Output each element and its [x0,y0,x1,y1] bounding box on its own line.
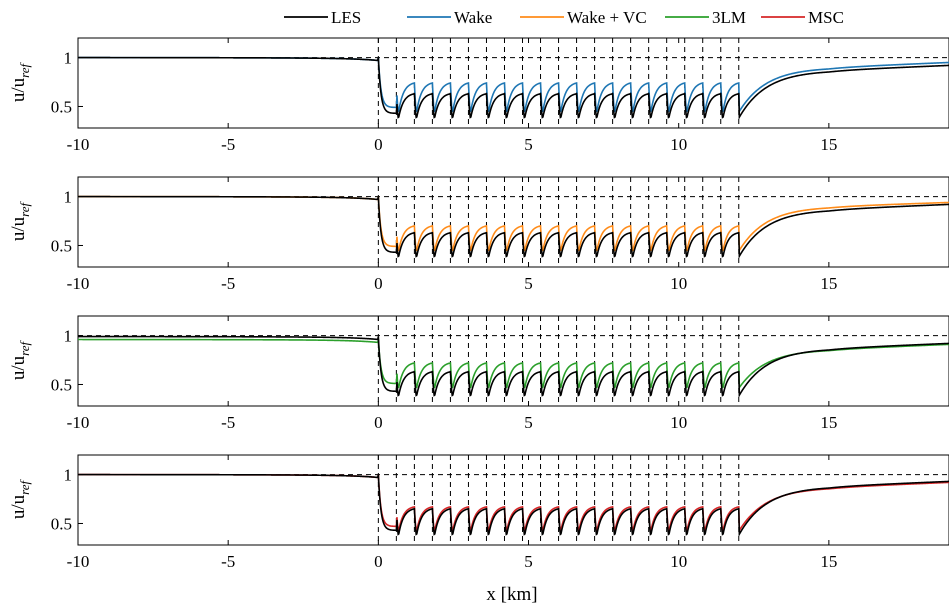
legend: LES Wake Wake + VC 3LM MSC [284,8,844,27]
x-tick-label: 10 [670,552,687,571]
legend-entry-wake-vc: Wake + VC [520,8,647,27]
y-axis-label: u/uref [8,478,32,519]
series-line-les [78,335,949,398]
x-tick-label: 0 [374,274,383,293]
x-tick-label: 10 [670,135,687,154]
series-line-wake [78,56,949,115]
axes-frame [77,454,949,546]
x-tick-label: 0 [374,135,383,154]
x-tick-label: -5 [221,552,235,571]
legend-label: Wake [454,8,492,27]
panel-2: -10 -5 0 5 10 15 0.5 1 u/uref [8,176,949,293]
series-line-wake-vc [78,195,949,254]
x-tick-label: 15 [820,274,837,293]
panel-3: -10 -5 0 5 10 15 0.5 1 u/uref [8,315,949,432]
axes-frame [77,37,949,129]
series-line-les [78,195,949,259]
x-tick-label: 5 [524,135,533,154]
x-tick-label: -10 [67,274,90,293]
legend-entry-msc: MSC [761,8,844,27]
y-tick-label: 0.5 [51,97,72,116]
x-tick-label: 15 [820,552,837,571]
panel-4: -10 -5 0 5 10 15 0.5 1 u/uref [8,454,949,571]
x-tick-label: 5 [524,274,533,293]
legend-label: LES [331,8,361,27]
y-tick-label: 1 [64,466,73,485]
y-axis-label: u/uref [8,339,32,380]
x-tick-label: -5 [221,135,235,154]
x-tick-label: 15 [820,413,837,432]
legend-label: MSC [808,8,844,27]
x-tick-label: 0 [374,413,383,432]
x-tick-label: -5 [221,274,235,293]
x-tick-label: -10 [67,413,90,432]
y-tick-label: 0.5 [51,375,72,394]
y-tick-label: 1 [64,327,73,346]
x-tick-label: -5 [221,413,235,432]
series-line-les [78,473,949,538]
y-tick-label: 0.5 [51,514,72,533]
y-axis-label: u/uref [8,200,32,241]
legend-label: Wake + VC [567,8,647,27]
y-tick-label: 1 [64,188,73,207]
axes-frame [77,176,949,268]
panels: -10 -5 0 5 10 150.51u/uref-10 -5 0 5 10 150.51u/ur… [8,37,949,571]
x-axis-label: x [km] [486,584,537,605]
y-tick-label: 1 [64,49,73,68]
x-tick-label: 0 [374,552,383,571]
legend-label: 3LM [712,8,746,27]
y-axis-label: u/uref [8,61,32,102]
legend-entry-3lm: 3LM [665,8,746,27]
legend-entry-les: LES [284,8,361,27]
x-tick-label: 10 [670,413,687,432]
x-tick-label: 5 [524,552,533,571]
x-tick-label: 5 [524,413,533,432]
x-tick-label: 10 [670,274,687,293]
x-tick-label: -10 [67,552,90,571]
y-tick-label: 0.5 [51,236,72,255]
series-line-msc [78,473,949,533]
x-tick-label: 15 [820,135,837,154]
panel-1: -10 -5 0 5 10 15 0.5 1 u/uref [8,37,949,154]
x-tick-label: -10 [67,135,90,154]
legend-entry-wake: Wake [407,8,492,27]
axes-frame [77,315,949,407]
series-line-3lm [78,338,949,390]
series-line-les [78,56,949,120]
